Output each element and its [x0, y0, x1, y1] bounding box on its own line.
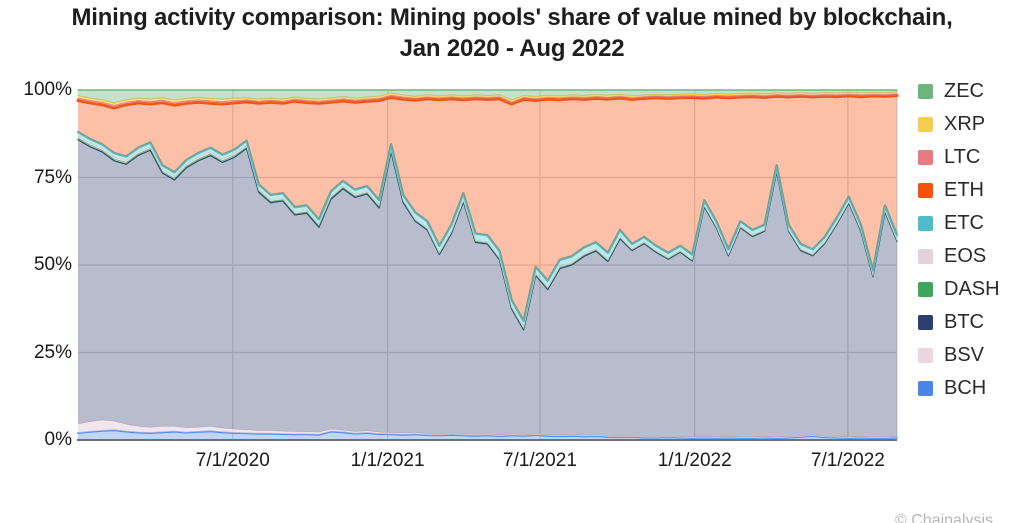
legend-item-bch[interactable]: BCH [918, 376, 1000, 399]
legend-item-btc[interactable]: BTC [918, 310, 1000, 333]
x-tick-7/1/2020: 7/1/2020 [195, 450, 270, 471]
legend-swatch-xrp [918, 116, 933, 132]
legend-item-ltc[interactable]: LTC [918, 145, 1000, 168]
legend-swatch-etc [918, 215, 933, 231]
legend-swatch-eth [918, 182, 933, 198]
y-tick-0%: 0% [44, 429, 72, 450]
series-area-eth [78, 95, 897, 321]
x-tick-7/1/2021: 7/1/2021 [502, 450, 577, 471]
legend-label: ZEC [944, 79, 984, 102]
chart-title: Mining activity comparison: Mining pools… [0, 2, 1024, 64]
series-area-xrp [78, 92, 897, 106]
legend-swatch-ltc [918, 149, 933, 165]
series-line-eos [77, 135, 898, 328]
series-area-bsv [78, 420, 897, 438]
legend-label: ETH [944, 178, 984, 201]
legend-swatch-zec [918, 83, 933, 99]
chart-title-line2: Jan 2020 - Aug 2022 [399, 35, 625, 62]
series-area-ltc [78, 93, 897, 108]
legend-swatch-eos [918, 248, 933, 264]
series-line-eth [76, 94, 899, 110]
y-tick-100%: 100% [23, 79, 72, 100]
series-area-btc [78, 139, 897, 438]
legend-item-etc[interactable]: ETC [918, 211, 1000, 234]
legend-label: DASH [944, 277, 1000, 300]
series-area-zec [78, 90, 897, 104]
series-area-bch [78, 430, 897, 440]
legend-label: EOS [944, 244, 987, 267]
legend-item-dash[interactable]: DASH [918, 277, 1000, 300]
legend-item-bsv[interactable]: BSV [918, 343, 1000, 366]
series-line-ltc [77, 93, 898, 106]
legend-item-eos[interactable]: EOS [918, 244, 1000, 267]
series-line-xrp [77, 91, 898, 104]
legend-swatch-dash [918, 281, 933, 297]
legend-label: BCH [944, 376, 987, 399]
legend-swatch-bsv [918, 347, 933, 363]
series-line-etc [76, 130, 899, 323]
legend-label: BTC [944, 310, 984, 333]
legend-label: LTC [944, 145, 981, 168]
y-tick-50%: 50% [33, 254, 72, 275]
chart-legend: ZEC XRP LTC ETH ETC EOS DASH BTC BSV BCH [918, 79, 1000, 411]
legend-item-zec[interactable]: ZEC [918, 79, 1000, 102]
legend-swatch-btc [918, 314, 933, 330]
x-tick-1/1/2021: 1/1/2021 [350, 450, 425, 471]
y-tick-75%: 75% [33, 166, 72, 188]
chart-title-line1: Mining activity comparison: Mining pools… [71, 4, 953, 31]
y-tick-25%: 25% [33, 341, 72, 363]
series-line-bsv [77, 419, 898, 438]
legend-label: ETC [944, 211, 984, 234]
legend-swatch-bch [918, 380, 933, 396]
legend-label: BSV [944, 343, 985, 366]
legend-item-xrp[interactable]: XRP [918, 112, 1000, 135]
attribution-watermark: © Chainalysis [895, 512, 994, 523]
x-tick-1/1/2022: 1/1/2022 [657, 450, 732, 471]
legend-item-eth[interactable]: ETH [918, 178, 1000, 201]
legend-label: XRP [944, 112, 986, 135]
series-line-btc [77, 139, 898, 331]
x-tick-7/1/2022: 7/1/2022 [810, 450, 885, 471]
